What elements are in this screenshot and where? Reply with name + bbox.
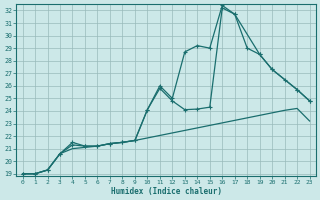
X-axis label: Humidex (Indice chaleur): Humidex (Indice chaleur) [111,187,221,196]
